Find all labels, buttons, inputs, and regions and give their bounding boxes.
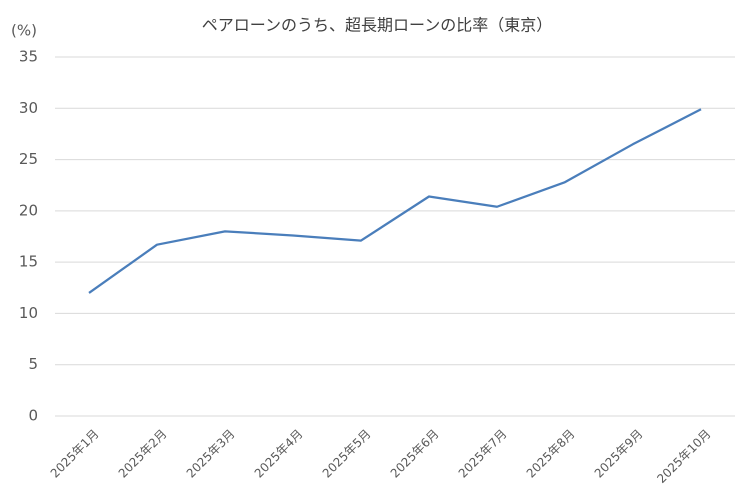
x-tick-label: 2025年2月	[116, 427, 170, 481]
y-axis-label: (%)	[11, 22, 37, 40]
x-tick-label: 2025年8月	[524, 427, 578, 481]
x-tick-label: 2025年7月	[456, 427, 510, 481]
chart-title: ペアローンのうち、超長期ローンの比率（東京）	[202, 16, 552, 35]
x-tick-label: 2025年6月	[388, 427, 442, 481]
y-tick-label: 0	[28, 407, 38, 425]
x-tick-label: 2025年10月	[654, 427, 713, 486]
y-tick-label: 25	[19, 150, 38, 168]
y-tick-label: 20	[19, 201, 38, 219]
x-tick-label: 2025年5月	[320, 427, 374, 481]
y-tick-label: 15	[19, 253, 38, 271]
x-tick-label: 2025年9月	[592, 427, 646, 481]
y-tick-label: 10	[19, 304, 38, 322]
x-tick-label: 2025年4月	[252, 427, 306, 481]
x-tick-label: 2025年1月	[48, 427, 102, 481]
y-tick-label: 30	[19, 99, 38, 117]
data-line	[88, 108, 702, 294]
y-tick-label: 5	[28, 355, 38, 373]
x-tick-label: 2025年3月	[184, 427, 238, 481]
y-tick-label: 35	[19, 48, 38, 66]
